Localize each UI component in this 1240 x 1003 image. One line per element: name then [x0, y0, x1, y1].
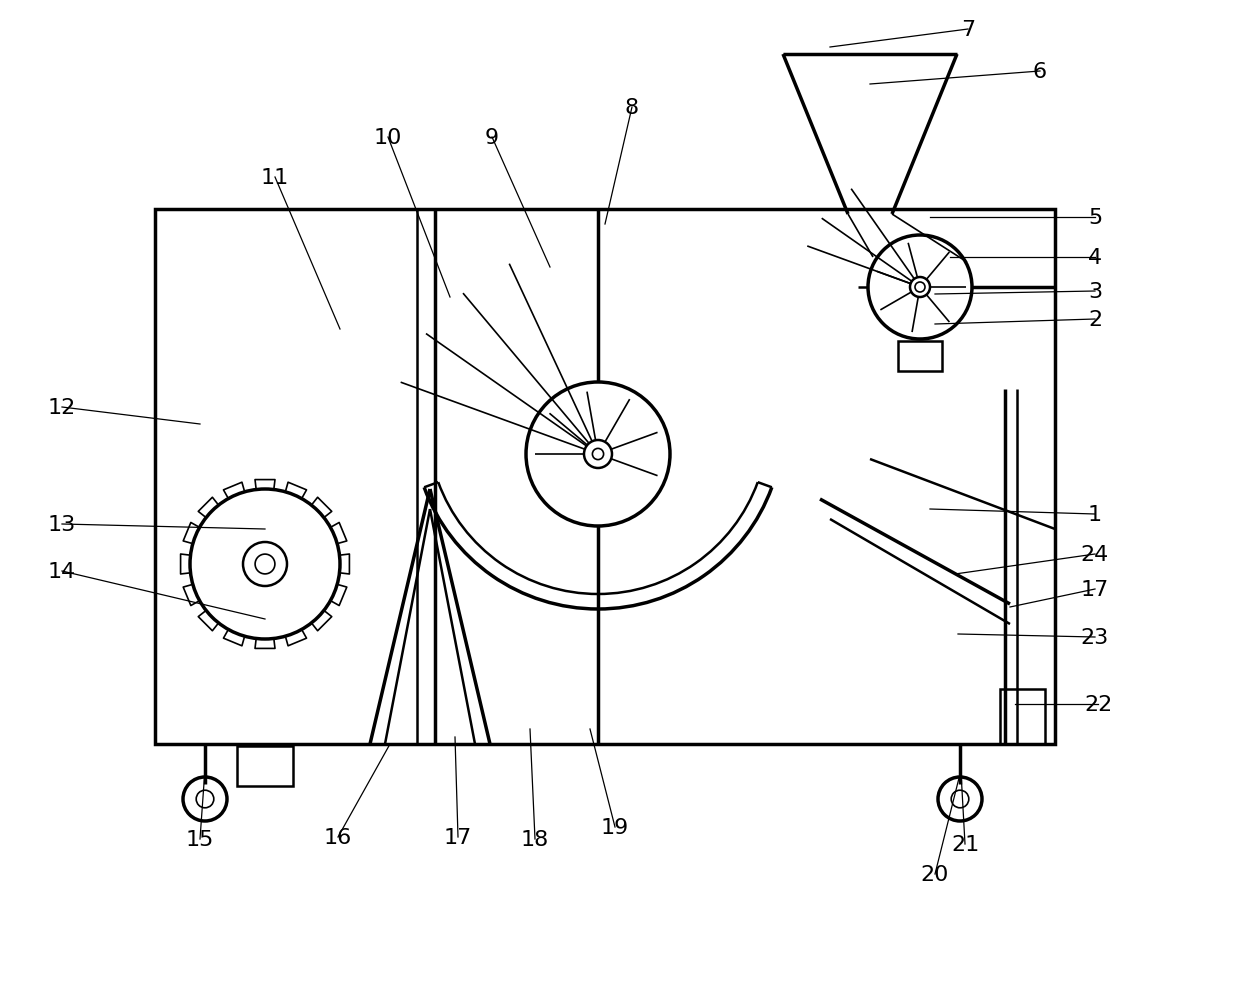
Text: 22: 22 — [1084, 694, 1112, 714]
Text: 2: 2 — [1087, 310, 1102, 330]
Circle shape — [868, 236, 972, 340]
Text: 20: 20 — [921, 865, 949, 884]
Text: 8: 8 — [625, 98, 639, 118]
Text: 15: 15 — [186, 829, 215, 850]
Text: 17: 17 — [1081, 580, 1109, 600]
Text: 18: 18 — [521, 829, 549, 850]
Text: 1: 1 — [1087, 505, 1102, 525]
Text: 23: 23 — [1081, 627, 1109, 647]
Circle shape — [526, 382, 670, 527]
Text: 4: 4 — [1087, 248, 1102, 268]
Text: 19: 19 — [601, 817, 629, 838]
Text: 5: 5 — [1087, 208, 1102, 228]
Circle shape — [951, 790, 968, 808]
Circle shape — [937, 777, 982, 821]
Text: 9: 9 — [485, 127, 498, 147]
Text: 7: 7 — [961, 20, 975, 40]
Circle shape — [255, 555, 275, 575]
Text: 16: 16 — [324, 827, 352, 848]
Bar — [898, 342, 942, 372]
Circle shape — [915, 283, 925, 293]
Circle shape — [910, 278, 930, 298]
Text: 13: 13 — [48, 515, 76, 535]
Text: 6: 6 — [1033, 62, 1047, 82]
Text: 21: 21 — [951, 834, 980, 855]
Bar — [155, 210, 1055, 744]
Text: 3: 3 — [1087, 282, 1102, 302]
Text: 11: 11 — [260, 168, 289, 188]
Text: 14: 14 — [48, 562, 76, 582]
Circle shape — [190, 489, 340, 639]
Circle shape — [243, 543, 286, 587]
Circle shape — [184, 777, 227, 821]
Text: 12: 12 — [48, 397, 76, 417]
Text: 24: 24 — [1081, 545, 1109, 565]
Text: 17: 17 — [444, 827, 472, 848]
Circle shape — [196, 790, 213, 808]
Bar — [999, 689, 1045, 744]
Text: 10: 10 — [373, 127, 402, 147]
Circle shape — [593, 449, 604, 460]
Circle shape — [584, 440, 613, 468]
Bar — [237, 746, 293, 786]
